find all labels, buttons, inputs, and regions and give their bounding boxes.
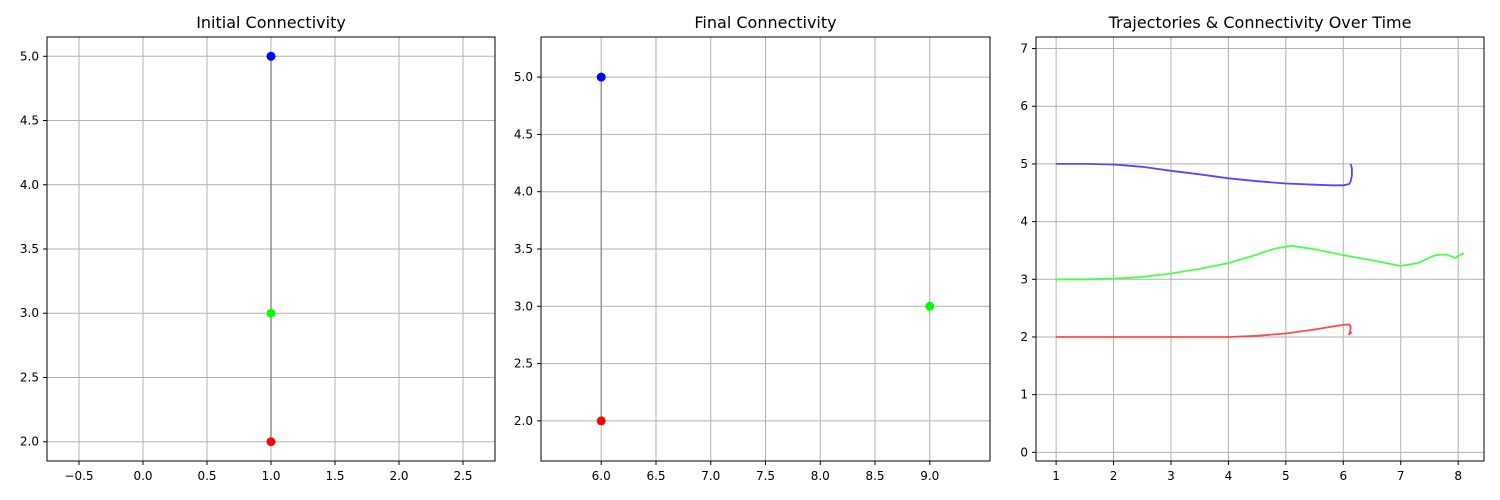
x-tick-label: 5 (1282, 469, 1290, 483)
x-tick-label: 2.0 (389, 469, 408, 483)
agent-point (266, 308, 276, 318)
y-tick-label: 3.0 (514, 299, 533, 313)
y-tick-label: 3.5 (514, 242, 533, 256)
axes-frame (540, 36, 991, 462)
chart-title: Trajectories & Connectivity Over Time (1108, 13, 1412, 32)
y-tick-label: 3 (1020, 272, 1028, 286)
chart-panel-1: −0.5 0.0 0.5 1.0 1.5 2.0 2.5 2.0 2.5 3.0 3.5 4.0 4.5… (20, 13, 496, 483)
x-tick-label: 6.0 (592, 469, 611, 483)
trajectory-line (1056, 163, 1353, 187)
x-tick-label: 1 (1052, 469, 1060, 483)
agent-point (925, 301, 935, 311)
y-tick-label: 2 (1020, 330, 1028, 344)
agent-point (266, 51, 276, 61)
chart-title: Initial Connectivity (196, 13, 346, 32)
y-tick-label: 4.5 (20, 114, 39, 128)
agent-point (596, 72, 606, 82)
chart-title: Final Connectivity (694, 13, 836, 32)
y-tick-label: 2.0 (20, 435, 39, 449)
agent-point (266, 437, 276, 447)
y-tick-label: 4 (1020, 215, 1028, 229)
x-tick-label: −0.5 (64, 469, 93, 483)
agent-point (596, 416, 606, 426)
x-tick-label: 0.5 (197, 469, 216, 483)
y-tick-label: 3.0 (20, 306, 39, 320)
y-tick-label: 5.0 (514, 70, 533, 84)
chart-panel-3: 1 2 3 4 5 6 7 8 0 1 2 3 4 5 6 7 Trajectories & Connectiv… (1020, 13, 1485, 483)
y-tick-label: 4.0 (20, 178, 39, 192)
x-tick-label: 1.5 (325, 469, 344, 483)
chart-panel-2: 6.0 6.5 7.0 7.5 8.0 8.5 9.0 2.0 2.5 3.0 3.5 4.0 4.5 5… (514, 13, 991, 483)
y-tick-label: 2.5 (20, 370, 39, 384)
x-tick-label: 8 (1454, 469, 1462, 483)
x-tick-label: 7.0 (701, 469, 720, 483)
y-tick-label: 5.0 (20, 49, 39, 63)
y-tick-label: 7 (1020, 42, 1028, 56)
y-tick-label: 1 (1020, 388, 1028, 402)
y-tick-label: 0 (1020, 445, 1028, 459)
y-tick-label: 6 (1020, 99, 1028, 113)
y-tick-label: 5 (1020, 157, 1028, 171)
x-tick-label: 0.0 (133, 469, 152, 483)
trajectory-line (1056, 323, 1353, 338)
x-tick-label: 2 (1110, 469, 1118, 483)
trajectory-line (1056, 244, 1465, 281)
x-tick-label: 7.5 (756, 469, 775, 483)
y-tick-label: 4.5 (514, 127, 533, 141)
x-tick-label: 9.0 (920, 469, 939, 483)
axes-frame (46, 36, 496, 462)
x-tick-label: 6.5 (646, 469, 665, 483)
x-tick-label: 1.0 (261, 469, 280, 483)
x-tick-label: 8.0 (811, 469, 830, 483)
x-tick-label: 7 (1397, 469, 1405, 483)
x-tick-label: 3 (1167, 469, 1175, 483)
y-tick-label: 2.5 (514, 357, 533, 371)
x-tick-label: 6 (1339, 469, 1347, 483)
y-tick-label: 2.0 (514, 414, 533, 428)
y-tick-label: 3.5 (20, 242, 39, 256)
axes-frame (1035, 36, 1485, 462)
x-tick-label: 4 (1225, 469, 1233, 483)
y-tick-label: 4.0 (514, 185, 533, 199)
x-tick-label: 8.5 (865, 469, 884, 483)
x-tick-label: 2.5 (453, 469, 472, 483)
